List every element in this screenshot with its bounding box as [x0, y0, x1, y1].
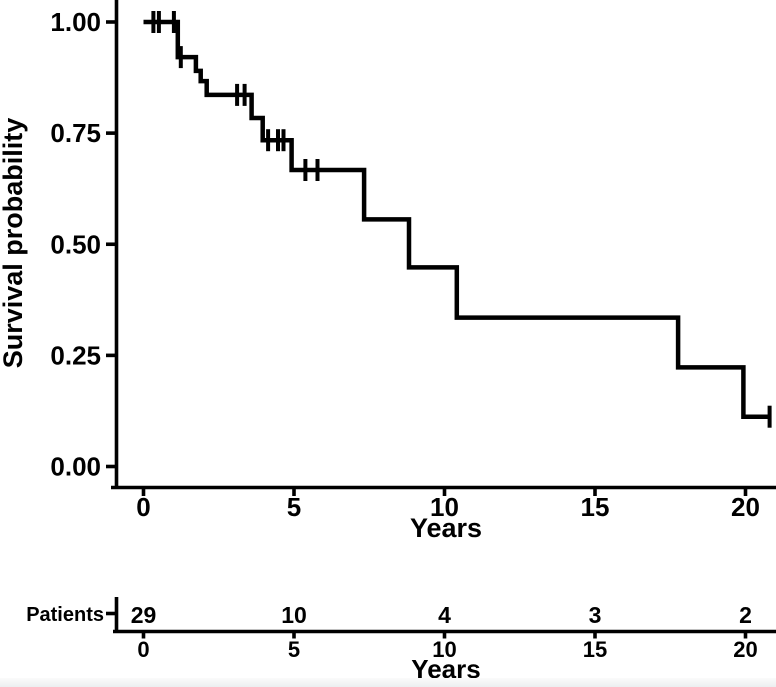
bottom-edge-strip: [0, 678, 776, 687]
risk-x-tick-label: 10: [432, 637, 456, 662]
x-axis-title: Years: [410, 513, 482, 543]
risk-count: 4: [438, 602, 451, 628]
km-survival-curve: [143, 19, 770, 419]
risk-row-label: Patients: [26, 604, 104, 626]
risk-x-tick-label: 5: [288, 637, 300, 662]
y-tick-label: 0.75: [50, 118, 101, 148]
x-tick-label: 0: [136, 492, 150, 522]
x-tick-label: 10: [430, 492, 459, 522]
y-tick-label: 0.00: [50, 452, 101, 482]
risk-x-tick-label: 15: [583, 637, 607, 662]
risk-count: 2: [739, 602, 752, 628]
y-axis-title: Survival probability: [0, 118, 28, 369]
risk-count: 29: [131, 602, 157, 628]
y-tick-label: 1.00: [50, 7, 101, 37]
risk-x-tick-label: 0: [137, 637, 149, 662]
x-tick-label: 20: [731, 492, 760, 522]
y-tick-label: 0.50: [50, 229, 101, 259]
x-tick-label: 5: [287, 492, 301, 522]
risk-x-tick-label: 20: [733, 637, 757, 662]
y-tick-label: 0.25: [50, 340, 101, 370]
risk-count: 3: [589, 602, 602, 628]
x-tick-label: 15: [581, 492, 610, 522]
risk-count: 10: [281, 602, 307, 628]
